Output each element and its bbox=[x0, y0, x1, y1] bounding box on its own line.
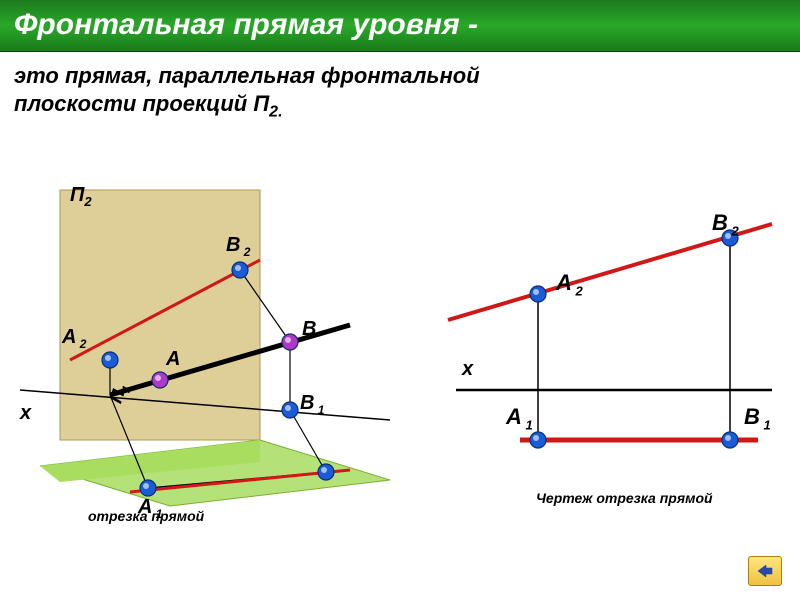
point-label: B 2 bbox=[226, 234, 250, 259]
label-x-left: x bbox=[20, 402, 31, 425]
point-label: B 1 bbox=[300, 392, 324, 417]
point-label: B 1 bbox=[744, 404, 771, 432]
point-label: B bbox=[302, 318, 316, 341]
title-bar: Фронтальная прямая уровня - bbox=[0, 0, 800, 52]
point-label: A 1 bbox=[138, 496, 162, 521]
subtitle-line2: плоскости проекций П bbox=[14, 91, 269, 116]
point-label: B 2 bbox=[712, 210, 739, 238]
label-P2: П2 bbox=[70, 184, 92, 209]
subtitle: это прямая, параллельная фронтальной пло… bbox=[0, 52, 800, 122]
subtitle-sub: 2. bbox=[269, 103, 282, 120]
point-label: A bbox=[166, 348, 180, 371]
point-label: A 2 bbox=[556, 270, 583, 298]
label-x-right: x bbox=[462, 358, 473, 381]
title-text: Фронтальная прямая уровня - bbox=[14, 8, 478, 41]
caption-right: Чертеж отрезка прямой bbox=[536, 490, 713, 506]
subtitle-line1: это прямая, параллельная фронтальной bbox=[14, 63, 480, 88]
return-icon bbox=[754, 562, 776, 580]
point-label: A 1 bbox=[506, 404, 533, 432]
point-label: A 2 bbox=[62, 326, 86, 351]
diagram-area: П2 П1 x x отрезка прямой Чертеж отрезка … bbox=[0, 130, 800, 590]
nav-return-button[interactable] bbox=[748, 556, 782, 586]
